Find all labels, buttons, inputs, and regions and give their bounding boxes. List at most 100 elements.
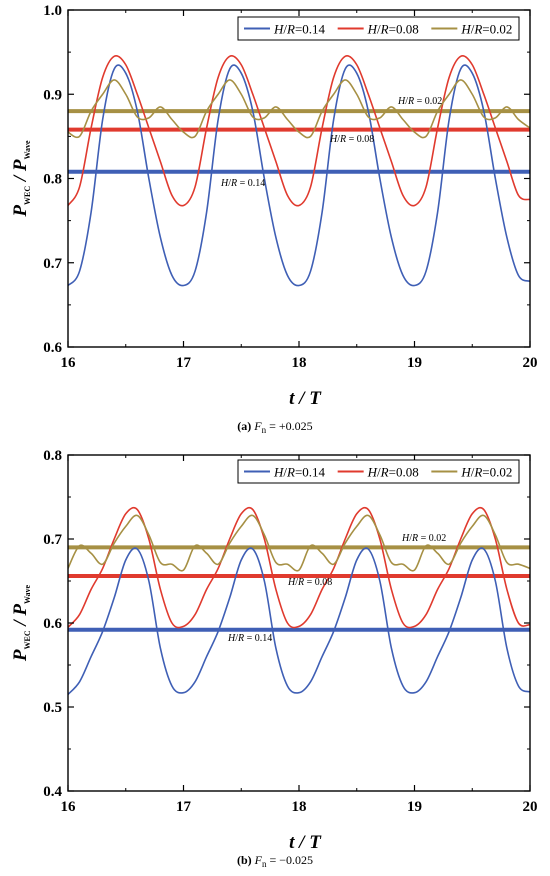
legend-label-text: / xyxy=(471,22,475,37)
legend-label-text: =0.14 xyxy=(295,465,326,480)
mean-label: H/R = 0.08 xyxy=(287,577,332,588)
x-tick-label: 18 xyxy=(292,799,307,815)
y-tick-label: 0.8 xyxy=(43,448,62,464)
legend-label-text: H xyxy=(273,22,284,37)
caption-var: F xyxy=(254,853,263,867)
legend-label-text: R xyxy=(286,22,295,37)
x-tick-label: 20 xyxy=(523,355,538,371)
legend-label-text: / xyxy=(283,465,287,480)
mean-label-text: R xyxy=(237,633,244,644)
mean-label: H/R = 0.02 xyxy=(401,533,446,544)
y-axis-title: PWEC / PWave xyxy=(10,140,32,218)
legend-label-text: R xyxy=(380,465,389,480)
y-axis-title-sub: Wave xyxy=(23,140,32,160)
mean-label-text: / xyxy=(235,633,238,644)
series-line xyxy=(68,547,530,695)
caption-value: = +0.025 xyxy=(266,419,313,433)
plot-frame xyxy=(67,454,531,792)
mean-label-text: H xyxy=(401,533,410,544)
legend-label-text: H xyxy=(460,465,471,480)
x-tick-label: 19 xyxy=(407,355,422,371)
y-axis-title-part: P xyxy=(10,205,31,218)
series-line xyxy=(68,55,530,207)
mean-label-text: / xyxy=(295,577,298,588)
y-tick-label: 0.9 xyxy=(43,87,62,103)
legend-label-text: R xyxy=(473,22,482,37)
mean-label-text: H xyxy=(220,178,229,189)
legend-label-text: / xyxy=(377,465,381,480)
mean-label-text: R xyxy=(297,577,304,588)
mean-label-text: R xyxy=(230,178,237,189)
mean-label: H/R = 0.14 xyxy=(220,178,265,189)
caption-sub: n xyxy=(262,859,267,869)
mean-label-text: / xyxy=(409,533,412,544)
figure-caption: (b) Fn = −0.025 xyxy=(237,853,313,869)
y-tick-label: 0.5 xyxy=(43,700,62,716)
y-axis-title-part: P xyxy=(10,649,31,662)
legend-label-text: =0.02 xyxy=(482,22,512,37)
x-axis-title: t / T xyxy=(289,832,322,853)
plot-area xyxy=(68,55,530,287)
y-axis-title-sub: Wave xyxy=(23,584,32,604)
caption-sub: n xyxy=(262,425,267,435)
series-line xyxy=(68,506,530,629)
figure-caption: (a) Fn = +0.025 xyxy=(237,419,312,435)
mean-label: H/R = 0.02 xyxy=(397,96,442,107)
plot-frame xyxy=(67,9,531,348)
mean-label-text: H xyxy=(397,96,406,107)
mean-label-text: = 0.08 xyxy=(346,134,374,145)
legend-label: H/R=0.08 xyxy=(367,465,419,480)
mean-label-text: = 0.02 xyxy=(414,96,442,107)
legend-label-text: =0.08 xyxy=(389,22,419,37)
mean-label-text: = 0.14 xyxy=(244,633,272,644)
caption-letter: (b) xyxy=(237,853,255,867)
legend-label-text: R xyxy=(380,22,389,37)
legend-label: H/R=0.02 xyxy=(460,465,512,480)
mean-label: H/R = 0.14 xyxy=(227,633,272,644)
x-tick-label: 19 xyxy=(407,799,422,815)
y-tick-label: 0.8 xyxy=(43,172,62,188)
x-tick-label: 17 xyxy=(176,355,192,371)
mean-label-text: H xyxy=(329,134,338,145)
y-tick-label: 0.7 xyxy=(43,256,62,272)
y-tick-label: 1.0 xyxy=(43,3,62,19)
x-tick-label: 18 xyxy=(292,355,307,371)
mean-label-text: H xyxy=(227,633,236,644)
plot-area xyxy=(68,506,530,695)
legend-label-text: / xyxy=(377,22,381,37)
mean-label-text: = 0.02 xyxy=(418,533,446,544)
y-tick-label: 0.6 xyxy=(43,616,62,632)
mean-label-text: H xyxy=(287,577,296,588)
series-line xyxy=(68,79,530,139)
x-tick-label: 17 xyxy=(176,799,192,815)
caption-value: = −0.025 xyxy=(266,853,313,867)
legend-label-text: =0.02 xyxy=(482,465,512,480)
x-tick-label: 16 xyxy=(61,799,77,815)
caption-var: F xyxy=(253,419,262,433)
legend: H/R=0.14 H/R=0.08 H/R=0.02 xyxy=(237,459,520,484)
legend-label: H/R=0.14 xyxy=(273,22,326,37)
legend-label: H/R=0.02 xyxy=(460,22,512,37)
mean-label-text: = 0.14 xyxy=(237,178,265,189)
mean-label-text: = 0.08 xyxy=(304,577,332,588)
mean-label-text: R xyxy=(339,134,346,145)
x-tick-label: 16 xyxy=(61,355,77,371)
mean-label-text: / xyxy=(228,178,231,189)
legend-label: H/R=0.08 xyxy=(367,22,419,37)
legend-label-text: H xyxy=(460,22,471,37)
mean-label-text: / xyxy=(405,96,408,107)
x-tick-label: 20 xyxy=(523,799,538,815)
mean-label: H/R = 0.08 xyxy=(329,134,374,145)
legend-label-text: H xyxy=(367,22,378,37)
mean-label-text: R xyxy=(411,533,418,544)
y-axis-title-sub: WEC xyxy=(23,630,32,649)
mean-label-text: R xyxy=(407,96,414,107)
legend-label-text: H xyxy=(367,465,378,480)
legend-label-text: H xyxy=(273,465,284,480)
legend-label-text: =0.08 xyxy=(389,465,419,480)
y-axis-title-part: / P xyxy=(10,604,31,631)
y-axis-title-sub: WEC xyxy=(23,186,32,205)
legend-label: H/R=0.14 xyxy=(273,465,326,480)
